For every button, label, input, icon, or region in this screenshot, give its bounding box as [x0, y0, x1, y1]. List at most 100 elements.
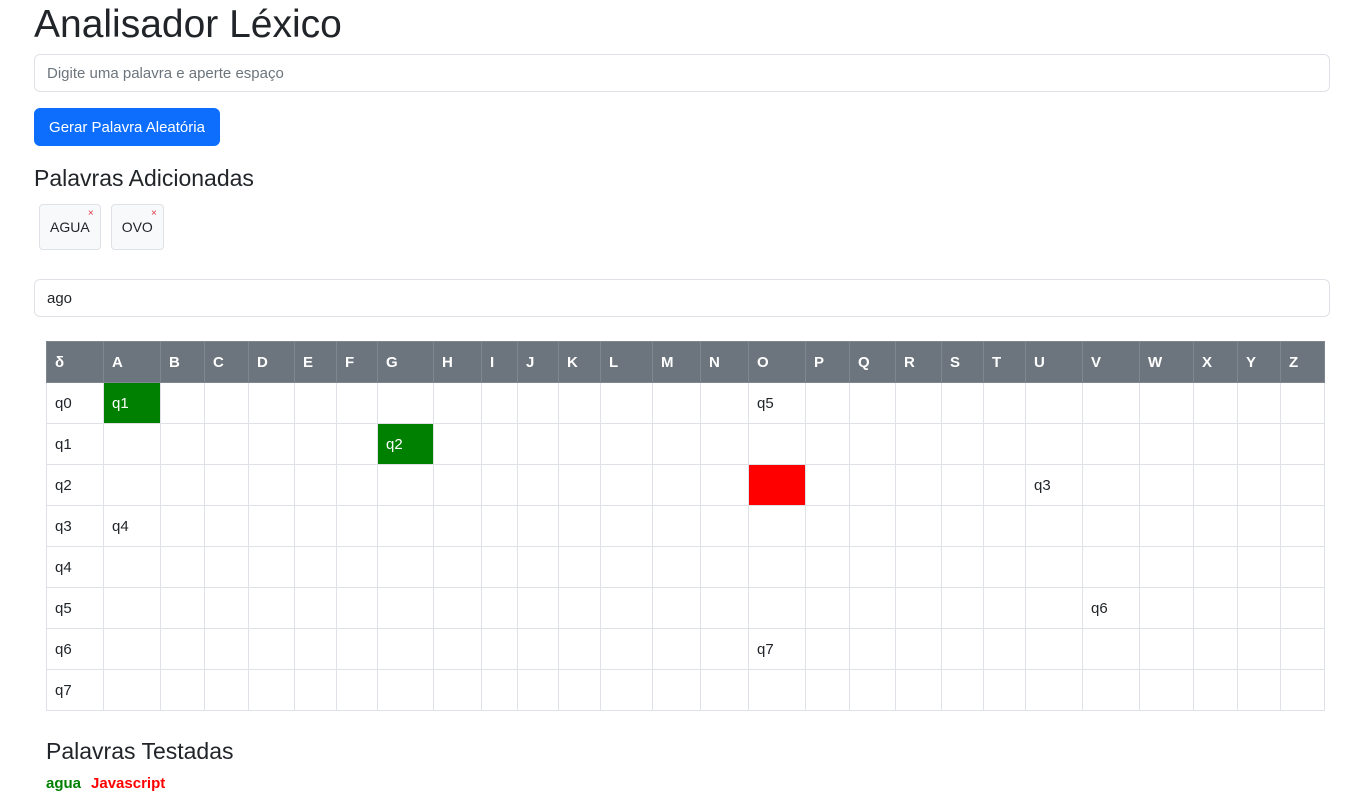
transition-cell	[1280, 669, 1325, 711]
transition-cell	[558, 628, 601, 670]
word-chip-label: AGUA	[50, 219, 90, 235]
transition-cell	[294, 464, 337, 506]
column-header-e: E	[294, 341, 337, 383]
transition-cell: q5	[748, 382, 806, 424]
column-header-p: P	[805, 341, 850, 383]
column-header-z: Z	[1280, 341, 1325, 383]
transition-cell	[336, 382, 378, 424]
state-cell: q2	[46, 464, 104, 506]
transition-cell	[600, 669, 653, 711]
test-word-input[interactable]	[34, 279, 1330, 317]
transition-cell	[1082, 546, 1140, 588]
transition-cell	[1237, 505, 1281, 547]
transition-cell	[160, 628, 205, 670]
transition-cell: q3	[1025, 464, 1083, 506]
transition-cell	[248, 587, 295, 629]
table-row: q4	[46, 546, 1325, 588]
transition-cell	[805, 587, 850, 629]
transition-cell	[652, 423, 701, 465]
word-input[interactable]	[34, 54, 1330, 92]
transition-cell	[941, 464, 984, 506]
transition-cell: q4	[103, 505, 161, 547]
transition-cell	[1139, 382, 1194, 424]
column-header-d: D	[248, 341, 295, 383]
transition-cell	[700, 423, 749, 465]
transition-cell	[983, 382, 1026, 424]
transition-cell	[805, 628, 850, 670]
transition-cell	[700, 587, 749, 629]
word-chip-ovo[interactable]: OVO ×	[110, 204, 164, 250]
transition-cell	[481, 546, 518, 588]
column-header-x: X	[1193, 341, 1238, 383]
column-header-a: A	[103, 341, 161, 383]
table-row: q2 q3	[46, 464, 1325, 506]
table-row: q3 q4	[46, 505, 1325, 547]
transition-cell	[849, 464, 896, 506]
transition-cell	[849, 423, 896, 465]
transition-cell	[600, 464, 653, 506]
column-header-h: H	[433, 341, 482, 383]
transition-cell	[204, 669, 249, 711]
transition-cell	[600, 628, 653, 670]
transition-cell	[983, 587, 1026, 629]
column-header-m: M	[652, 341, 701, 383]
column-header-r: R	[895, 341, 942, 383]
transition-cell	[1082, 505, 1140, 547]
transition-cell	[1193, 423, 1238, 465]
transition-cell	[160, 546, 205, 588]
transition-cell	[983, 464, 1026, 506]
column-header-k: K	[558, 341, 601, 383]
transition-cell	[805, 423, 850, 465]
transition-cell	[1280, 587, 1325, 629]
transition-cell	[204, 382, 249, 424]
transition-cell	[1237, 587, 1281, 629]
transition-cell	[941, 669, 984, 711]
table-row: q6 q7	[46, 628, 1325, 670]
transition-cell	[700, 546, 749, 588]
remove-word-icon[interactable]: ×	[87, 208, 94, 219]
transition-cell	[849, 587, 896, 629]
transition-cell	[1082, 628, 1140, 670]
transition-cell	[1025, 423, 1083, 465]
transition-cell	[204, 628, 249, 670]
state-cell: q6	[46, 628, 104, 670]
transition-cell	[805, 382, 850, 424]
transition-cell	[1280, 464, 1325, 506]
transition-cell	[1193, 669, 1238, 711]
column-header-o: O	[748, 341, 806, 383]
column-header-w: W	[1139, 341, 1194, 383]
transition-cell	[748, 505, 806, 547]
transition-cell	[336, 505, 378, 547]
remove-word-icon[interactable]: ×	[150, 208, 157, 219]
transition-cell	[481, 628, 518, 670]
word-chip-agua[interactable]: AGUA ×	[39, 204, 101, 250]
transition-cell	[294, 628, 337, 670]
transition-cell	[1237, 382, 1281, 424]
transition-cell	[805, 669, 850, 711]
transition-cell	[983, 669, 1026, 711]
transition-cell	[433, 382, 482, 424]
transition-cell	[805, 546, 850, 588]
transition-cell	[895, 505, 942, 547]
transition-cell	[941, 505, 984, 547]
transition-cell	[204, 505, 249, 547]
transition-cell	[377, 628, 434, 670]
column-header-i: I	[481, 341, 518, 383]
transition-cell	[1193, 464, 1238, 506]
transition-cell	[748, 423, 806, 465]
transition-cell	[700, 464, 749, 506]
generate-random-word-button[interactable]: Gerar Palavra Aleatória	[34, 108, 220, 146]
transition-cell	[377, 669, 434, 711]
transition-cell	[1280, 505, 1325, 547]
transition-cell	[517, 505, 559, 547]
transition-cell	[160, 382, 205, 424]
transition-cell	[1193, 382, 1238, 424]
transition-cell	[248, 628, 295, 670]
transition-cell	[558, 587, 601, 629]
state-cell: q5	[46, 587, 104, 629]
transition-cell	[983, 546, 1026, 588]
transition-cell	[336, 587, 378, 629]
transition-cell	[160, 669, 205, 711]
transition-cell	[1280, 423, 1325, 465]
